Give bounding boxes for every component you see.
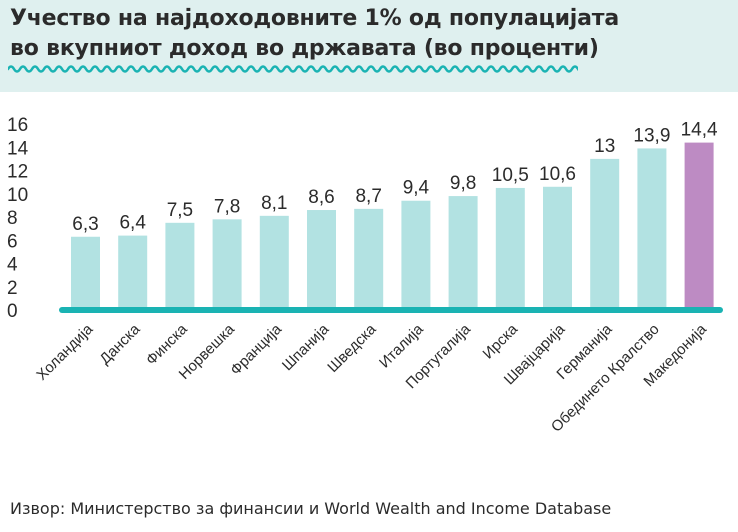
bar xyxy=(684,142,714,310)
bar xyxy=(354,208,384,310)
y-tick-label: 8 xyxy=(7,208,18,229)
y-tick-label: 10 xyxy=(7,185,28,206)
bar-value-label: 9,8 xyxy=(450,173,476,194)
bar-value-label: 13,9 xyxy=(633,125,670,146)
chart-title-line-1: Учество на најдоходовните 1% од популаци… xyxy=(10,6,619,31)
bar-value-label: 14,4 xyxy=(681,120,718,141)
bar-value-label: 10,6 xyxy=(539,164,576,185)
y-tick-label: 12 xyxy=(7,162,28,183)
bar xyxy=(118,235,148,310)
bar-value-label: 13 xyxy=(594,136,615,157)
category-label: Данска xyxy=(96,320,144,368)
category-label: Ирска xyxy=(480,320,522,362)
bar xyxy=(637,148,667,310)
category-label: Шведска xyxy=(324,320,380,376)
bar xyxy=(212,219,242,310)
bar xyxy=(448,196,478,310)
bar xyxy=(495,187,525,310)
chart-title-line-2: во вкупниот доход во државата (во процен… xyxy=(10,36,599,61)
decorative-wave xyxy=(8,65,578,73)
y-tick-label: 16 xyxy=(7,115,28,136)
bar xyxy=(165,222,195,310)
bar xyxy=(307,210,336,310)
bar xyxy=(401,200,431,310)
chart-header: Учество на најдоходовните 1% од популаци… xyxy=(0,0,738,92)
bar-value-label: 6,3 xyxy=(72,214,98,235)
category-label: Франција xyxy=(227,320,285,378)
bar-chart: 02468101214166,3Холандија6,4Данска7,5Фин… xyxy=(7,115,723,436)
bar xyxy=(590,158,620,310)
y-tick-label: 6 xyxy=(7,231,18,252)
bar-value-label: 10,5 xyxy=(492,165,529,186)
y-tick-label: 0 xyxy=(7,301,18,322)
bar-value-label: 8,1 xyxy=(261,193,287,214)
bar-value-label: 8,6 xyxy=(308,187,334,208)
y-tick-label: 14 xyxy=(7,138,29,159)
y-tick-label: 2 xyxy=(7,278,18,299)
bar xyxy=(543,186,572,310)
bar xyxy=(71,236,100,310)
bar-value-label: 9,4 xyxy=(403,178,430,199)
y-tick-label: 4 xyxy=(7,255,18,276)
category-label: Холандија xyxy=(33,320,96,383)
bar-value-label: 7,8 xyxy=(214,196,240,217)
source-note: Извор: Министерство за финансии и World … xyxy=(10,499,612,518)
category-label: Шпанија xyxy=(279,320,333,374)
bar-value-label: 7,5 xyxy=(167,200,193,221)
bar-value-label: 6,4 xyxy=(119,213,146,234)
bar-value-label: 8,7 xyxy=(355,186,381,207)
bar xyxy=(259,215,289,310)
